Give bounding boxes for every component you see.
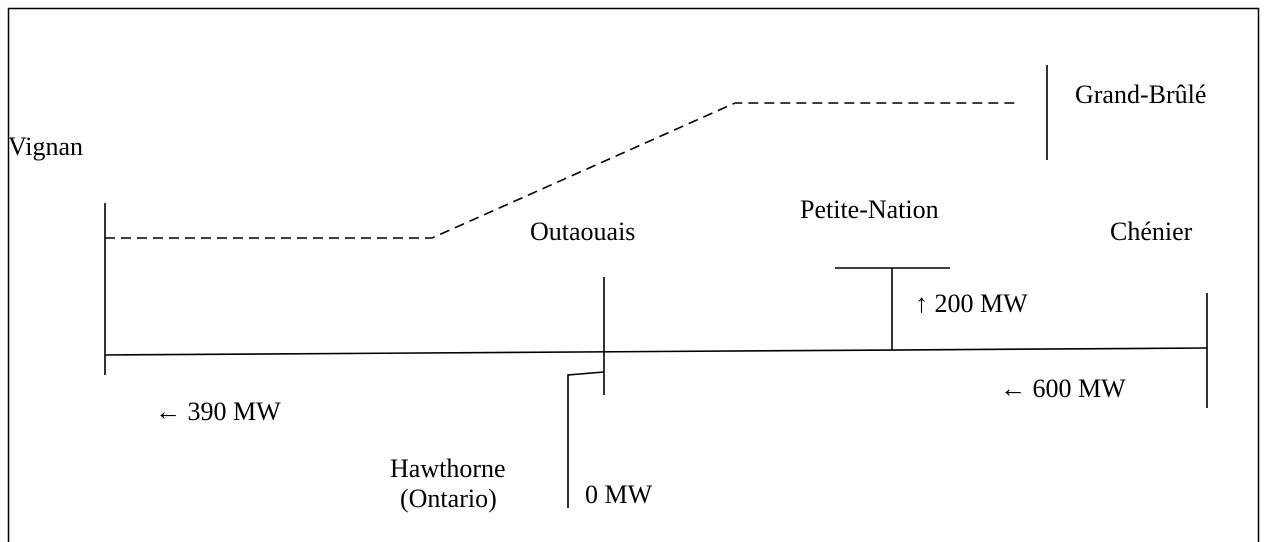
node-label: Petite-Nation (800, 195, 939, 224)
main-line (104, 347, 1208, 356)
flow-label: ↑ 200 MW (915, 289, 1028, 318)
node-label: Outaouais (530, 217, 635, 246)
node-label: Hawthorne (390, 454, 506, 483)
node-label: Chénier (1110, 217, 1193, 246)
node-label: Grand-Brûlé (1075, 80, 1206, 109)
node-label: Vignan (8, 132, 83, 161)
frame (7, 7, 1260, 542)
node-sublabel: (Ontario) (400, 484, 497, 513)
dashed-line (105, 102, 1018, 239)
flow-label: ← 600 MW (1000, 374, 1126, 403)
flow-label: 0 MW (585, 480, 653, 509)
flow-label: ← 390 MW (155, 397, 281, 426)
hawthorne-link (567, 371, 605, 508)
